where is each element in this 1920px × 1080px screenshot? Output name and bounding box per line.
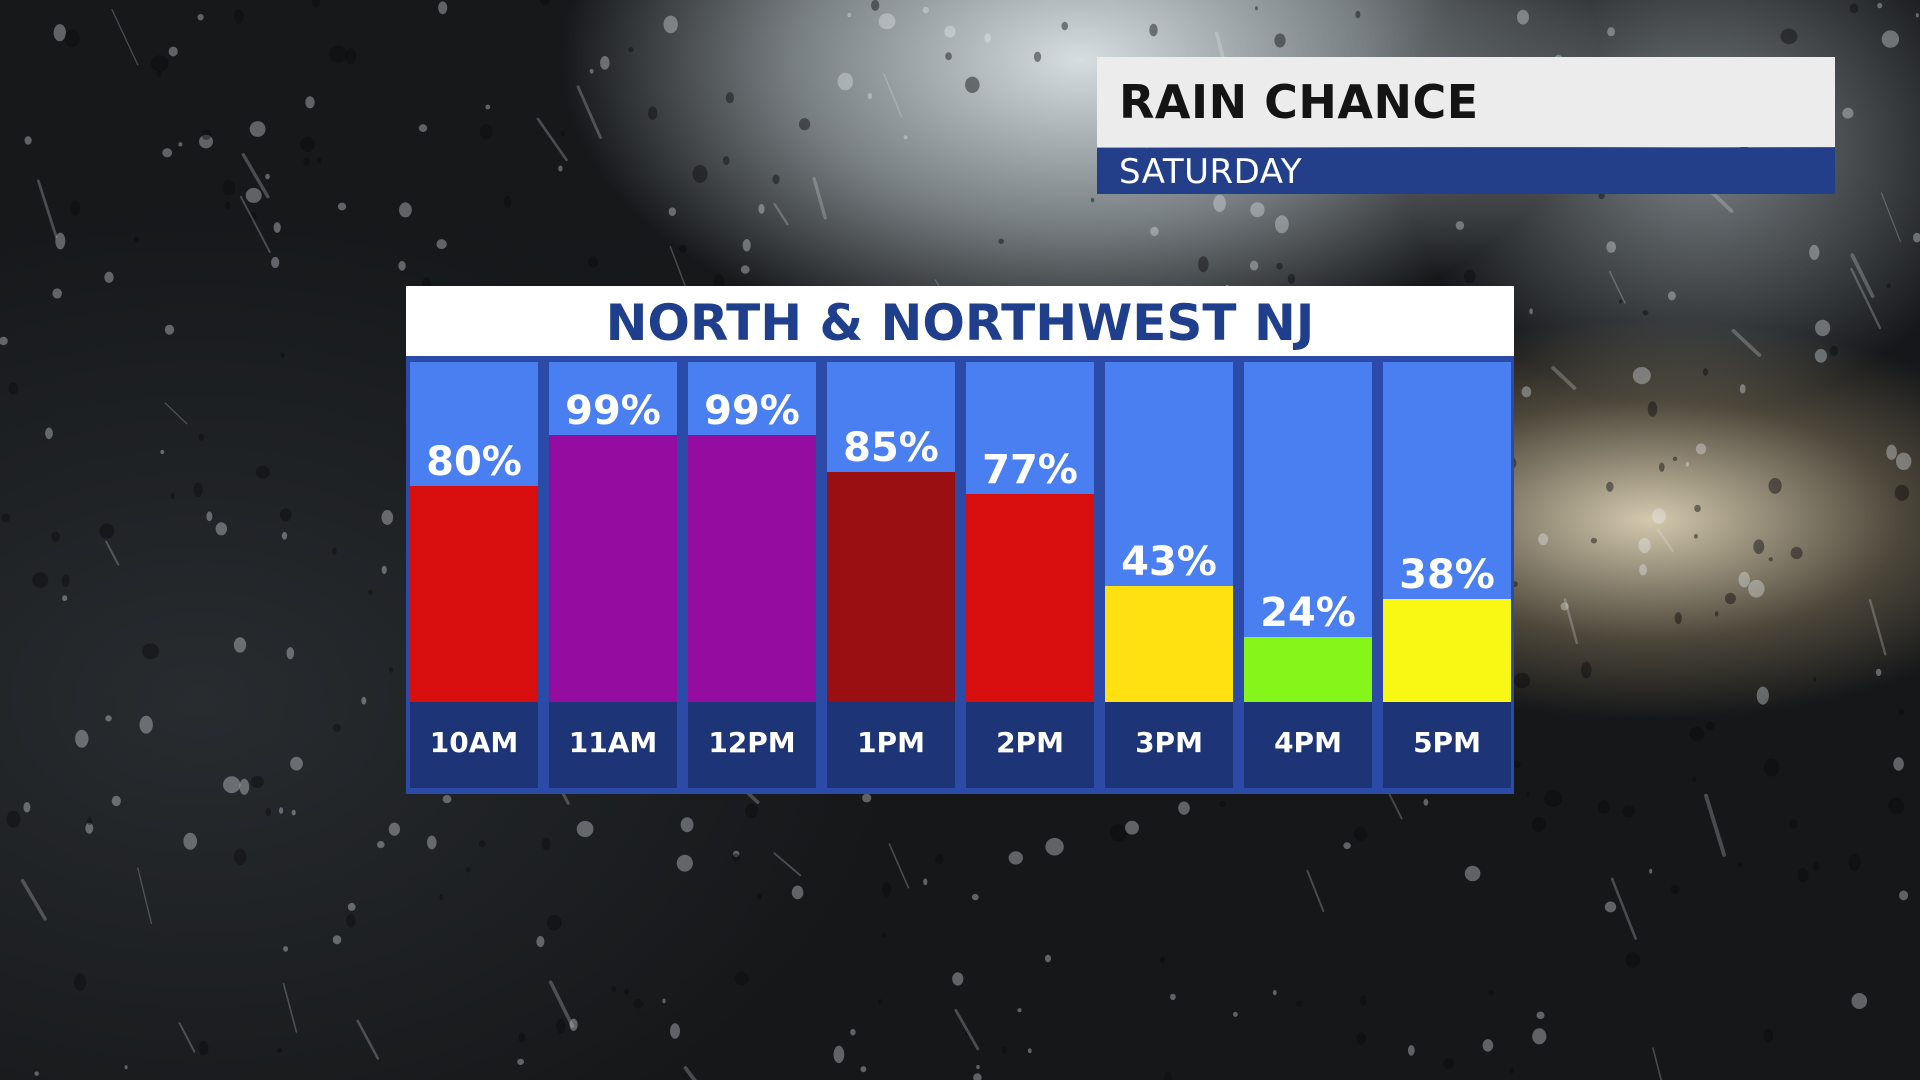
bar-1pm <box>827 472 955 702</box>
category-label: 2PM <box>996 726 1064 759</box>
bar-plot-area: 99% <box>549 362 677 702</box>
category-label: 10AM <box>429 726 519 759</box>
bar-column-4pm: 24% 4PM <box>1244 362 1372 788</box>
bar-11am <box>549 435 677 702</box>
bar-column-12pm: 99% 12PM <box>688 362 816 788</box>
category-label-box: 12PM <box>688 702 816 788</box>
bar-column-11am: 99% 11AM <box>549 362 677 788</box>
category-label-box: 2PM <box>966 702 1094 788</box>
page-title: RAIN CHANCE <box>1119 75 1479 129</box>
bar-column-2pm: 77% 2PM <box>966 362 1094 788</box>
category-label: 1PM <box>857 726 925 759</box>
bar-plot-area: 99% <box>688 362 816 702</box>
chart-title: NORTH & NORTHWEST NJ <box>605 294 1315 352</box>
chart-header: NORTH & NORTHWEST NJ <box>406 286 1514 356</box>
bar-12pm <box>688 435 816 702</box>
category-label-box: 5PM <box>1383 702 1511 788</box>
category-label-box: 11AM <box>549 702 677 788</box>
bar-plot-area: 24% <box>1244 362 1372 702</box>
bar-plot-area: 77% <box>966 362 1094 702</box>
bar-column-5pm: 38% 5PM <box>1383 362 1511 788</box>
category-label: 12PM <box>708 726 796 759</box>
bar-column-10am: 80% 10AM <box>410 362 538 788</box>
bar-2pm <box>966 494 1094 702</box>
bar-plot-area: 80% <box>410 362 538 702</box>
value-label: 24% <box>1260 590 1356 636</box>
value-label: 38% <box>1399 552 1495 598</box>
value-label: 77% <box>982 447 1078 493</box>
category-label-box: 3PM <box>1105 702 1233 788</box>
bar-chart: 80% 10AM 99% 11AM 99% 12PM 85% 1PM 77% 2PM 43% 3PM 2… <box>406 356 1514 794</box>
value-label: 43% <box>1121 539 1217 585</box>
bar-3pm <box>1105 586 1233 702</box>
category-label: 3PM <box>1135 726 1203 759</box>
value-label: 85% <box>843 425 939 471</box>
subtitle-box: SATURDAY <box>1097 148 1835 194</box>
bar-column-1pm: 85% 1PM <box>827 362 955 788</box>
category-label-box: 10AM <box>410 702 538 788</box>
value-label: 99% <box>704 388 800 434</box>
bar-plot-area: 43% <box>1105 362 1233 702</box>
value-label: 99% <box>565 388 661 434</box>
bar-column-3pm: 43% 3PM <box>1105 362 1233 788</box>
value-label: 80% <box>426 439 522 485</box>
page-subtitle: SATURDAY <box>1119 152 1303 192</box>
bar-10am <box>410 486 538 702</box>
category-label: 5PM <box>1413 726 1481 759</box>
title-box: RAIN CHANCE <box>1097 57 1835 147</box>
bar-5pm <box>1383 599 1511 702</box>
bar-plot-area: 38% <box>1383 362 1511 702</box>
category-label: 4PM <box>1274 726 1342 759</box>
category-label-box: 4PM <box>1244 702 1372 788</box>
bar-4pm <box>1244 637 1372 702</box>
category-label: 11AM <box>568 726 658 759</box>
bar-plot-area: 85% <box>827 362 955 702</box>
category-label-box: 1PM <box>827 702 955 788</box>
